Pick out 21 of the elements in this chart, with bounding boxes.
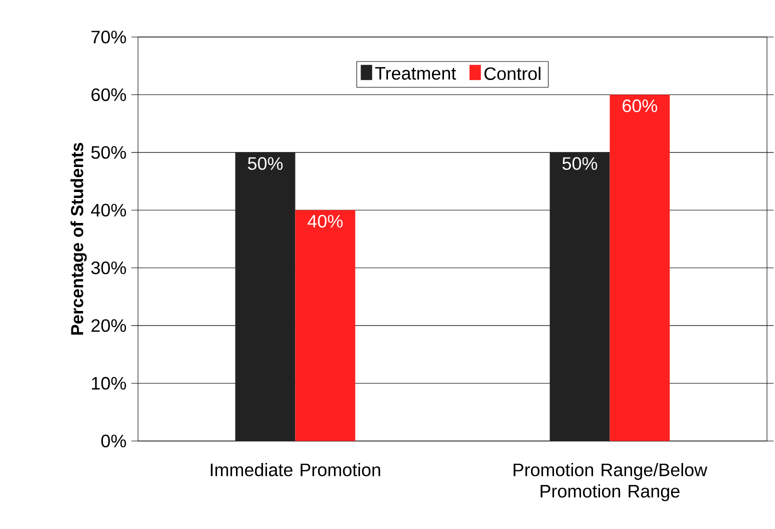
data-label: 50% — [248, 157, 283, 170]
data-label: 60% — [622, 99, 658, 112]
y-tick-label: 30% — [91, 261, 126, 274]
y-tick-label: 70% — [92, 30, 126, 44]
y-tick-label: 40% — [91, 204, 126, 217]
data-label: 50% — [562, 157, 598, 170]
bar — [235, 152, 296, 441]
y-axis-title: Percentage of Students — [70, 142, 87, 335]
legend-label: Control — [484, 66, 540, 80]
y-tick-label: 10% — [92, 376, 126, 390]
x-tick-label: Immediate Promotion — [210, 463, 380, 476]
y-tick-label: 0% — [101, 434, 126, 448]
x-tick-label: Promotion Range/Below Promotion Range — [514, 463, 708, 502]
y-tick-label: 20% — [91, 319, 126, 332]
bar — [550, 152, 610, 441]
bar — [295, 210, 356, 441]
bar — [610, 94, 670, 441]
y-tick-label: 60% — [92, 88, 126, 102]
legend-label: Treatment — [375, 67, 456, 80]
data-label: 40% — [308, 214, 343, 228]
y-tick-label: 50% — [91, 146, 126, 159]
